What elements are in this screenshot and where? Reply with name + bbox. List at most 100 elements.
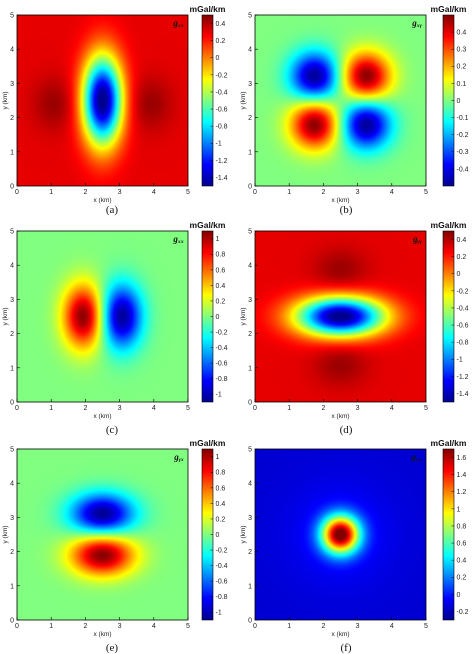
colorbar-title: mGal/km xyxy=(190,4,226,14)
plot-frame xyxy=(254,448,427,621)
y-tick-label: 1 xyxy=(10,583,14,590)
y-axis-label: y (km) xyxy=(240,307,247,325)
colorbar-tick-label: -1 xyxy=(216,392,222,399)
colorbar-tick-label: -0.2 xyxy=(216,329,228,336)
y-tick-label: 1 xyxy=(248,365,252,372)
y-tick-label: 3 xyxy=(248,515,252,522)
x-tick-label: 2 xyxy=(83,189,87,196)
colorbar-tick-label: -0.2 xyxy=(216,72,228,79)
y-tick-label: 3 xyxy=(10,297,14,304)
x-tick-label: 5 xyxy=(424,623,428,630)
x-tick-label: 0 xyxy=(253,405,257,412)
colorbar-tick-label: 0 xyxy=(216,532,220,539)
y-axis-label: y (km) xyxy=(240,525,247,543)
colorbar-tick-label: 0.6 xyxy=(457,540,467,547)
panel-d: 0 1 2 3 4 5 0 1 2 3 4 5 x (km) y (km) gᵧᵧ 0.4 0.2 0 -0.2 -0… xyxy=(240,220,469,436)
colorbar-tick-label: 0.2 xyxy=(216,516,226,523)
colorbar-tick-label: -0.8 xyxy=(216,124,228,131)
plot-frame xyxy=(16,448,189,621)
colorbar-tick-label: 0.8 xyxy=(216,252,226,259)
x-tick-label: 0 xyxy=(15,189,19,196)
y-tick-label: 0 xyxy=(248,400,252,407)
x-tick-label: 2 xyxy=(321,189,325,196)
colorbar-tick-label: 0.8 xyxy=(216,470,226,477)
x-tick-label: 4 xyxy=(390,623,394,630)
colorbar-tick-label: 0.4 xyxy=(216,501,226,508)
colorbar xyxy=(443,449,454,620)
y-tick-label: 0 xyxy=(248,184,252,191)
y-tick-label: 5 xyxy=(248,447,252,454)
colorbar-tick-label: -0.4 xyxy=(216,89,228,96)
colorbar-frame xyxy=(442,448,455,621)
y-tick-label: 3 xyxy=(10,81,14,88)
colorbar-tick-label: -0.8 xyxy=(216,594,228,601)
colorbar-tick-label: 0.1 xyxy=(457,81,467,88)
y-tick-label: 0 xyxy=(248,618,252,625)
y-axis-label: y (km) xyxy=(240,91,247,109)
x-axis-label: x (km) xyxy=(93,197,111,204)
y-tick-label: 1 xyxy=(10,149,14,156)
x-tick-label: 4 xyxy=(390,189,394,196)
y-tick-label: 1 xyxy=(248,583,252,590)
x-tick-label: 2 xyxy=(321,623,325,630)
colorbar xyxy=(443,231,454,402)
colorbar-tick-label: 0.2 xyxy=(216,38,226,45)
colorbar-tick-label: 0 xyxy=(216,55,220,62)
component-label: gᵧᵧ xyxy=(412,234,423,244)
y-tick-label: 5 xyxy=(248,13,252,20)
y-tick-label: 3 xyxy=(248,81,252,88)
colorbar-tick-label: 1 xyxy=(457,506,461,513)
panel-b: 0 1 2 3 4 5 0 1 2 3 4 5 x (km) y (km) gₓᵧ 0.4 0.3 0.2 0.1 0… xyxy=(240,4,469,216)
colorbar-tick-label: 1 xyxy=(216,454,220,461)
colorbar-tick-label: -1 xyxy=(216,610,222,617)
x-tick-label: 1 xyxy=(287,623,291,630)
colorbar-tick-label: 1 xyxy=(216,236,220,243)
colorbar-tick-label: -1 xyxy=(216,141,222,148)
x-tick-label: 3 xyxy=(118,623,122,630)
x-tick-label: 1 xyxy=(287,405,291,412)
heatmap-image xyxy=(255,231,426,402)
x-tick-label: 2 xyxy=(83,623,87,630)
colorbar-tick-label: 1.6 xyxy=(457,455,467,462)
colorbar-tick-label: 0.6 xyxy=(216,267,226,274)
colorbar-tick-label: -0.4 xyxy=(457,166,469,173)
colorbar xyxy=(202,231,213,402)
x-tick-label: 0 xyxy=(253,623,257,630)
colorbar-tick-label: 0.4 xyxy=(216,283,226,290)
colorbar-tick-label: -1 xyxy=(457,357,463,364)
x-tick-label: 0 xyxy=(15,405,19,412)
y-tick-label: 4 xyxy=(10,263,14,270)
y-axis-label: y (km) xyxy=(2,91,9,109)
x-tick-label: 2 xyxy=(321,405,325,412)
colorbar-tick-label: -0.3 xyxy=(457,149,469,156)
colorbar-title: mGal/km xyxy=(431,220,467,230)
y-tick-label: 2 xyxy=(10,115,14,122)
colorbar xyxy=(202,15,213,186)
x-tick-label: 5 xyxy=(424,405,428,412)
plot-frame xyxy=(16,14,189,187)
x-tick-label: 5 xyxy=(186,189,190,196)
x-tick-label: 5 xyxy=(186,623,190,630)
y-tick-label: 4 xyxy=(10,47,14,54)
x-axis-label: x (km) xyxy=(93,413,111,420)
colorbar-title: mGal/km xyxy=(431,4,467,14)
y-axis-label: y (km) xyxy=(2,307,9,325)
colorbar-tick-label: -0.1 xyxy=(457,115,469,122)
y-tick-label: 0 xyxy=(10,400,14,407)
colorbar-tick-label: -0.6 xyxy=(457,322,469,329)
y-tick-label: 4 xyxy=(248,47,252,54)
colorbar xyxy=(202,449,213,620)
colorbar-tick-label: 0 xyxy=(457,98,461,105)
heatmap-image xyxy=(255,449,426,620)
y-tick-label: 2 xyxy=(248,331,252,338)
y-tick-label: 2 xyxy=(248,115,252,122)
colorbar-tick-label: 0.2 xyxy=(457,575,467,582)
y-tick-label: 5 xyxy=(10,447,14,454)
x-axis-label: x (km) xyxy=(331,197,349,204)
colorbar-tick-label: 0.4 xyxy=(457,558,467,565)
colorbar-tick-label: 0.4 xyxy=(216,21,226,28)
x-axis-label: x (km) xyxy=(93,631,111,638)
component-label: gₓᵧ xyxy=(411,18,423,28)
colorbar-tick-label: -1.4 xyxy=(457,391,469,398)
